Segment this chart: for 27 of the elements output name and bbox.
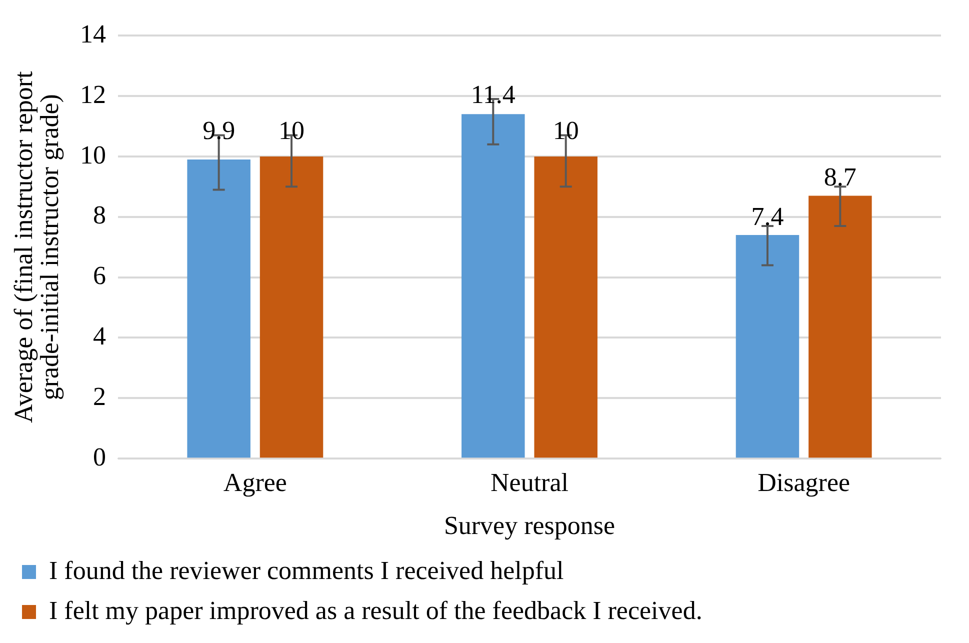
y-tick-label: 6 [93,261,106,290]
y-tick-label: 8 [93,200,106,230]
bar [462,114,525,458]
data-label: 10 [552,116,579,146]
bar [808,196,872,458]
bar [187,159,250,458]
bar [736,235,800,458]
x-tick-label: Disagree [758,468,850,498]
x-tick-label: Agree [223,468,287,498]
legend-label: I felt my paper improved as a result of the feedback I received. [49,596,702,625]
x-tick-label: Neutral [490,468,568,498]
bar [260,156,324,458]
x-axis-title: Survey response [444,511,616,540]
data-label: 10 [278,116,305,146]
data-label: 7.4 [751,202,784,231]
y-tick-label: 0 [93,442,106,472]
y-tick-label: 2 [93,382,106,411]
y-tick-label: 4 [93,322,106,351]
y-tick-label: 14 [80,19,106,48]
data-label: 8.7 [824,162,856,192]
y-tick-label: 10 [80,140,106,170]
data-label: 11.4 [470,80,516,109]
data-label: 9.9 [202,116,236,146]
bar [534,156,598,458]
y-tick-label: 12 [80,80,106,109]
legend-label: I found the reviewer comments I received helpful [49,556,564,585]
y-axis-title: Average of (final instructor report grade-initial instructor grade) [8,70,64,424]
